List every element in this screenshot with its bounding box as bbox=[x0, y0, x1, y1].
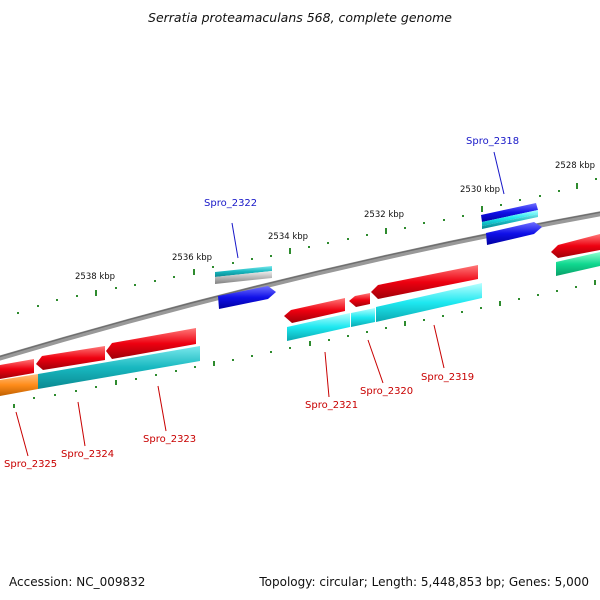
gene-feature bbox=[482, 210, 538, 226]
gene-arrow bbox=[551, 234, 600, 258]
gene-cyan-row-right[interactable] bbox=[287, 283, 482, 341]
gene-teal-row-left[interactable] bbox=[0, 346, 200, 396]
tick-label: 2534 kbp bbox=[268, 232, 308, 242]
outer-tick-ring bbox=[17, 178, 597, 314]
gene-feature bbox=[38, 346, 200, 389]
leader-line bbox=[493, 151, 505, 195]
gene-blue-lower-2322[interactable] bbox=[218, 286, 276, 309]
gene-label: Spro_2320 bbox=[360, 386, 413, 397]
gene-feature bbox=[376, 283, 482, 322]
gene-spro-2318[interactable] bbox=[481, 203, 542, 245]
tick-label: 2530 kbp bbox=[460, 185, 500, 195]
label-spro-2324: Spro_2324 bbox=[61, 401, 114, 460]
leader-line bbox=[367, 339, 384, 384]
gene-label: Spro_2323 bbox=[143, 434, 196, 445]
leader-line bbox=[324, 351, 330, 398]
gene-feature bbox=[556, 252, 600, 276]
leader-line bbox=[15, 411, 29, 457]
gene-feature bbox=[351, 308, 375, 327]
gene-label: Spro_2324 bbox=[61, 449, 114, 460]
leader-line bbox=[157, 385, 167, 432]
label-spro-2322: Spro_2322 bbox=[204, 198, 257, 259]
gene-red-row-left[interactable] bbox=[0, 328, 196, 379]
gene-arrow bbox=[349, 293, 370, 307]
gene-label: Spro_2322 bbox=[204, 198, 257, 209]
tick-label: 2536 kbp bbox=[172, 253, 212, 263]
label-spro-2320: Spro_2320 bbox=[360, 339, 413, 397]
inner-tick-ring bbox=[13, 280, 596, 408]
accession-text: Accession: NC_009832 bbox=[9, 575, 146, 589]
gene-label: Spro_2321 bbox=[305, 400, 358, 411]
gene-feature bbox=[287, 313, 350, 341]
leader-line bbox=[433, 324, 445, 369]
gene-arrow bbox=[486, 222, 542, 245]
tick-label: 2532 kbp bbox=[364, 210, 404, 220]
gene-arrow bbox=[481, 203, 538, 222]
gene-red-row-right[interactable] bbox=[284, 265, 478, 323]
label-spro-2325: Spro_2325 bbox=[4, 411, 57, 470]
gene-arrow bbox=[371, 265, 478, 299]
tick-label: 2538 kbp bbox=[75, 272, 115, 282]
topology-text: Topology: circular; Length: 5,448,853 bp… bbox=[259, 575, 589, 589]
label-spro-2318: Spro_2318 bbox=[466, 136, 519, 195]
gene-feature bbox=[0, 374, 38, 396]
gene-arrow bbox=[0, 359, 34, 379]
map-title: Serratia proteamaculans 568, complete ge… bbox=[148, 10, 452, 25]
gene-feature bbox=[215, 271, 272, 284]
tick-label: 2528 kbp bbox=[555, 161, 595, 171]
gene-arrow bbox=[218, 286, 276, 309]
gene-arrow bbox=[106, 328, 196, 359]
label-spro-2323: Spro_2323 bbox=[143, 385, 196, 445]
gene-label: Spro_2319 bbox=[421, 372, 474, 383]
gene-label: Spro_2325 bbox=[4, 459, 57, 470]
gene-feature bbox=[215, 266, 272, 277]
gene-label: Spro_2318 bbox=[466, 136, 519, 147]
gene-arrow bbox=[284, 298, 345, 323]
gene-spro-2322[interactable] bbox=[215, 266, 272, 284]
label-spro-2319: Spro_2319 bbox=[421, 324, 474, 383]
gene-right-edge[interactable] bbox=[551, 234, 600, 276]
label-spro-2321: Spro_2321 bbox=[305, 351, 358, 411]
gene-arrow bbox=[36, 346, 105, 370]
leader-line bbox=[231, 222, 239, 259]
leader-line bbox=[77, 401, 86, 447]
gene-feature bbox=[482, 214, 538, 229]
